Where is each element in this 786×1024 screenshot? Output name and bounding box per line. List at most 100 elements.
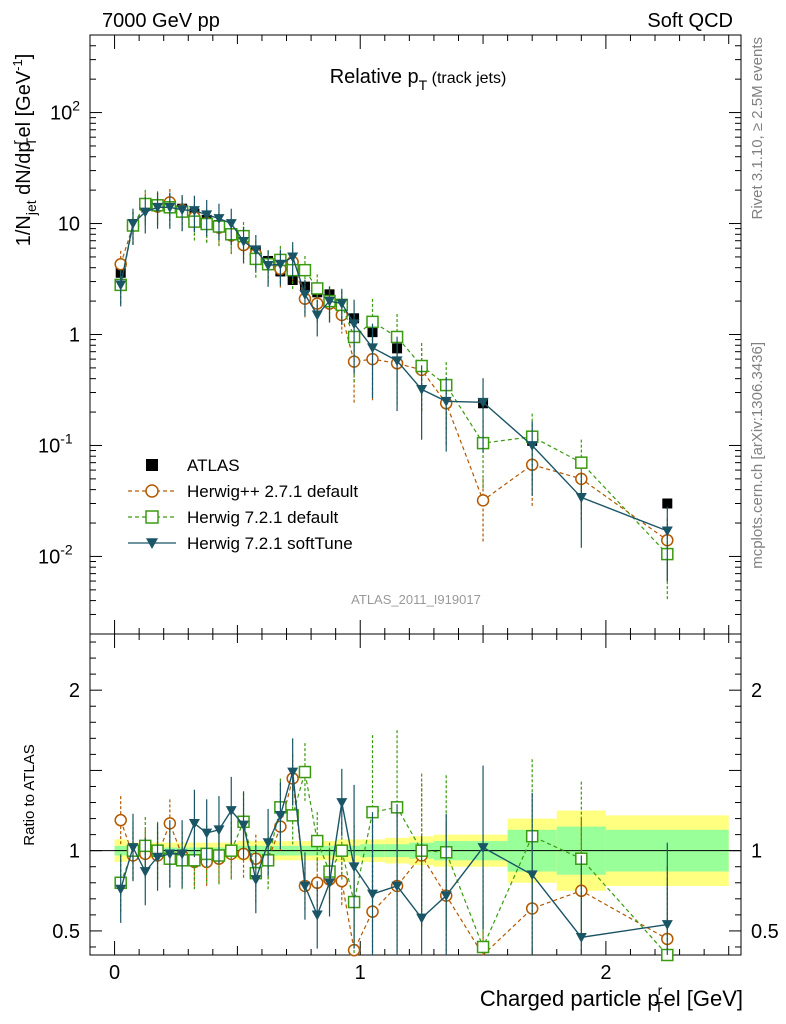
data-point [416, 385, 428, 395]
ratio-point [575, 932, 587, 943]
ratio-point [287, 767, 299, 778]
ratio-y-tick-label-right: 0.5 [751, 921, 779, 943]
ratio-point [348, 862, 360, 873]
ratio-point [324, 878, 336, 889]
x-tick-label: 1 [355, 962, 366, 984]
legend-label: Herwig 7.2.1 softTune [187, 534, 353, 553]
y-tick-label: 10-2 [38, 541, 73, 568]
data-point [287, 252, 299, 263]
data-point [115, 280, 127, 291]
ratio-y-tick-label-left: 0.5 [52, 921, 80, 943]
ratio-point [225, 844, 238, 857]
series-line [120, 203, 668, 555]
data-point [526, 441, 538, 451]
ratio-point [298, 765, 312, 779]
data-point [127, 219, 139, 230]
ratio-series-line [120, 771, 668, 939]
data-point [262, 260, 274, 271]
rivet-version-label: Rivet 3.1.10, ≥ 2.5M events [749, 37, 766, 220]
ratio-panel: 0.5 0.5 1 1 2 2 0 1 2 [52, 633, 779, 984]
legend-marker [145, 484, 159, 498]
ratio-point [661, 920, 673, 931]
x-tick-label: 0 [109, 962, 120, 984]
data-point [274, 259, 286, 270]
data-point [139, 207, 151, 218]
data-point [164, 202, 176, 213]
data-point [575, 493, 587, 503]
legend-marker [146, 538, 158, 549]
ratio-point [274, 810, 286, 821]
x-axis-label: Charged particle pr Tel [GeV] [480, 982, 743, 1016]
data-point [662, 498, 673, 509]
ratio-point [311, 910, 323, 921]
data-point [661, 526, 673, 537]
ratio-point [286, 809, 299, 822]
ratio-point [225, 806, 237, 817]
ratio-point [335, 844, 349, 857]
ratio-point [188, 818, 200, 829]
data-point [152, 202, 164, 213]
ratio-point [335, 874, 349, 888]
mcplots-label: mcplots.cern.ch [arXiv:1306.3436] [749, 342, 766, 569]
ratio-point [391, 881, 403, 892]
ratio-point [299, 881, 311, 892]
x-tick-label: 2 [600, 962, 611, 984]
data-point [440, 396, 452, 407]
data-point [201, 210, 213, 221]
data-point [238, 237, 250, 247]
ratio-point [526, 870, 538, 881]
ratio-point [477, 843, 489, 853]
series-3 [115, 192, 673, 582]
data-point [324, 296, 336, 307]
data-point [477, 397, 489, 408]
main-panel: 10-2 10-1 1 10 102 [38, 34, 742, 635]
ratio-point [262, 838, 274, 849]
ratio-point [310, 834, 324, 848]
ratio-point [127, 843, 139, 853]
ratio-point [213, 825, 225, 836]
data-point [575, 456, 588, 469]
y-tick-label: 10-1 [38, 430, 73, 457]
ratio-y-tick-label-left: 1 [69, 841, 80, 863]
ratio-y-tick-label-right: 1 [751, 841, 762, 863]
ratio-point [440, 891, 452, 902]
ratio-point [164, 849, 176, 860]
ratio-point [367, 889, 379, 900]
ratio-point [238, 820, 250, 831]
series-line [120, 206, 668, 532]
ratio-point [115, 884, 127, 895]
legend-marker [145, 510, 159, 524]
data-point [391, 356, 403, 367]
ratio-y-tick-label-left: 2 [69, 680, 80, 702]
legend-label: Herwig 7.2.1 default [187, 508, 338, 527]
ratio-y-tick-label-right: 2 [751, 680, 762, 702]
main-y-axis-label: 1/Njet dN/dprTel [GeV-1] [9, 54, 39, 247]
ratio-point [336, 798, 348, 809]
data-point [188, 206, 200, 217]
legend-label: Herwig++ 2.7.1 default [187, 482, 358, 501]
data-point [367, 343, 379, 354]
data-point [311, 310, 323, 321]
ratio-point [139, 867, 151, 878]
ratio-point [416, 913, 428, 924]
data-point [298, 263, 312, 277]
legend-label: ATLAS [187, 456, 240, 475]
data-point [299, 289, 311, 300]
y-tick-label: 1 [69, 325, 80, 347]
ratio-point [176, 849, 188, 860]
ratio-point [476, 940, 490, 954]
data-point [250, 245, 262, 256]
data-point [114, 257, 127, 271]
ratio-plot-frame [89, 633, 742, 956]
ratio-point [201, 828, 213, 839]
ratio-point [250, 875, 262, 886]
header-energy-label: 7000 GeV pp [102, 10, 220, 32]
main-title: Relative pT (track jets) [330, 66, 507, 93]
ratio-point [152, 852, 164, 863]
data-point [336, 299, 348, 310]
y-tick-label: 102 [50, 98, 80, 125]
ratio-series-3 [115, 738, 673, 955]
data-point [213, 214, 225, 225]
header-process-label: Soft QCD [647, 10, 733, 32]
